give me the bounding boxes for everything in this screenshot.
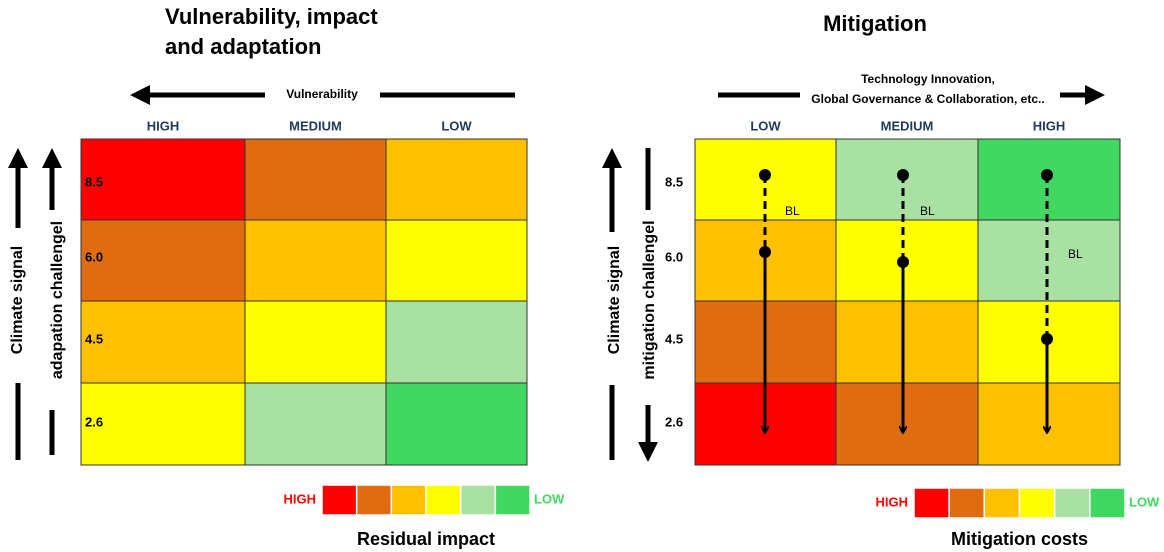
row-label: 8.5 bbox=[85, 174, 103, 189]
row-label: 2.6 bbox=[85, 414, 103, 429]
grid-cell bbox=[835, 300, 979, 384]
legend-swatch bbox=[425, 484, 462, 516]
y-label: Climate signal bbox=[606, 246, 623, 354]
legend-low: LOW bbox=[1129, 494, 1160, 509]
axis-label: Global Governance & Collaboration, etc.. bbox=[811, 92, 1044, 106]
annotation: BL bbox=[1068, 247, 1083, 261]
dot bbox=[1041, 333, 1053, 345]
legend-swatch bbox=[390, 484, 427, 516]
grid-cell bbox=[385, 382, 528, 466]
legend-swatch bbox=[459, 484, 497, 516]
legend-title: Mitigation costs bbox=[951, 529, 1088, 549]
legend-swatch bbox=[321, 484, 358, 516]
axis-label: Technology Innovation, bbox=[861, 72, 995, 86]
dot bbox=[897, 169, 909, 181]
grid-cell bbox=[977, 219, 1121, 302]
grid-cell bbox=[385, 300, 528, 384]
legend-swatch bbox=[1089, 487, 1126, 519]
column-header: LOW bbox=[441, 118, 472, 133]
annotation: BL bbox=[785, 204, 800, 218]
grid-cell bbox=[835, 382, 979, 466]
legend-high: HIGH bbox=[876, 494, 909, 509]
row-label: 8.5 bbox=[665, 174, 683, 189]
grid-cell bbox=[385, 138, 528, 221]
panel-title: Vulnerability, impact bbox=[165, 4, 378, 29]
legend-high: HIGH bbox=[284, 491, 317, 506]
row-label: 4.5 bbox=[665, 331, 683, 346]
y-label: mitigation challengel bbox=[641, 220, 658, 379]
pathway: BL bbox=[897, 169, 935, 432]
grid-cell bbox=[80, 382, 246, 466]
arrows bbox=[8, 85, 1105, 462]
grid-cell bbox=[244, 300, 387, 384]
axis-label: Vulnerability bbox=[286, 87, 358, 101]
dot bbox=[759, 169, 771, 181]
legend-swatch bbox=[355, 484, 393, 516]
grid-cell bbox=[244, 219, 387, 302]
y-label: adapation challengel bbox=[49, 221, 66, 379]
row-label: 2.6 bbox=[665, 414, 683, 429]
legend-swatch bbox=[913, 487, 950, 519]
dot bbox=[1041, 169, 1053, 181]
column-header: HIGH bbox=[147, 118, 180, 133]
grid-cell bbox=[80, 300, 246, 384]
grid-cell bbox=[835, 138, 979, 221]
grid-cell bbox=[244, 138, 387, 221]
pathway: BL bbox=[759, 169, 800, 432]
grid-cell bbox=[80, 219, 246, 302]
legend-swatch bbox=[1018, 487, 1056, 519]
column-header: HIGH bbox=[1033, 118, 1066, 133]
dot bbox=[759, 246, 771, 258]
panel-title: Mitigation bbox=[823, 11, 927, 36]
grid-cell bbox=[80, 138, 246, 221]
legend-swatch bbox=[1053, 487, 1091, 519]
row-label: 6.0 bbox=[85, 249, 103, 264]
row-label: 4.5 bbox=[85, 331, 103, 346]
legend-title: Residual impact bbox=[357, 529, 495, 549]
y-label: Climate signal bbox=[9, 246, 26, 354]
pathway: BL bbox=[1041, 169, 1083, 432]
legend-swatch bbox=[983, 487, 1021, 519]
column-header: MEDIUM bbox=[881, 118, 934, 133]
annotation: BL bbox=[920, 204, 935, 218]
panel-title: and adaptation bbox=[165, 34, 321, 59]
row-label: 6.0 bbox=[665, 249, 683, 264]
grid-cell bbox=[385, 219, 528, 302]
column-header: LOW bbox=[750, 118, 781, 133]
grid-cell bbox=[244, 382, 387, 466]
legend-swatch bbox=[494, 484, 531, 516]
legend-low: LOW bbox=[534, 491, 565, 506]
legend-swatch bbox=[948, 487, 986, 519]
column-header: MEDIUM bbox=[289, 118, 342, 133]
grid-cell bbox=[977, 382, 1121, 466]
dot bbox=[897, 256, 909, 268]
